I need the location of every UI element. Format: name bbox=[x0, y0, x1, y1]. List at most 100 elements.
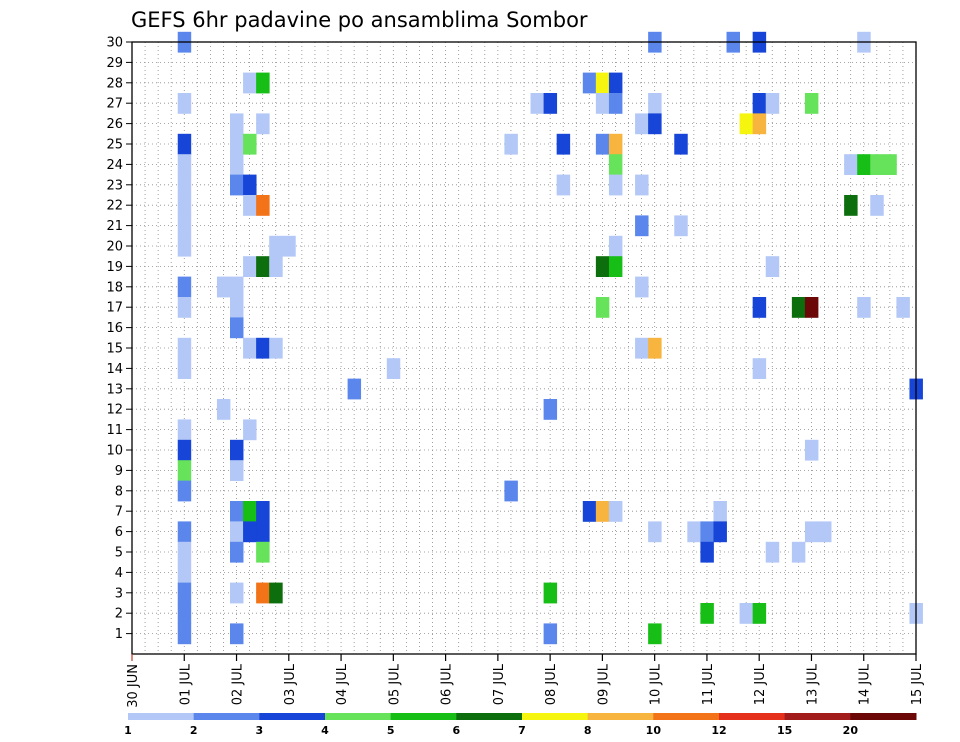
precip-cell bbox=[844, 154, 858, 175]
x-tick-label: 10 JUL bbox=[649, 663, 664, 705]
precip-cell bbox=[648, 93, 662, 114]
colorbar-swatch bbox=[193, 713, 260, 720]
precip-cell bbox=[282, 235, 296, 257]
precip-cell bbox=[256, 501, 270, 522]
x-tick-label: 14 JUL bbox=[858, 663, 873, 705]
colorbar-label: 12 bbox=[711, 724, 726, 737]
precip-cell bbox=[256, 337, 270, 359]
x-tick-label: 07 JUL bbox=[492, 663, 507, 705]
y-tick-label: 29 bbox=[106, 56, 123, 71]
precip-cell bbox=[543, 582, 558, 604]
colorbar-label: 7 bbox=[518, 724, 526, 737]
precip-cell bbox=[269, 582, 283, 604]
precip-cell bbox=[177, 154, 192, 175]
colorbar-swatch bbox=[719, 713, 786, 720]
precip-cell bbox=[844, 195, 858, 216]
precip-cell bbox=[635, 337, 649, 359]
precip-cell bbox=[674, 215, 688, 237]
colorbar-swatch bbox=[456, 713, 523, 720]
precip-cell bbox=[243, 72, 257, 94]
y-tick-label: 27 bbox=[106, 97, 123, 112]
precip-cell bbox=[752, 603, 767, 624]
precip-cell bbox=[804, 521, 819, 543]
precip-cell bbox=[243, 195, 257, 216]
precip-cell bbox=[635, 276, 649, 298]
y-tick-label: 24 bbox=[106, 158, 123, 173]
precip-cell bbox=[635, 113, 649, 135]
precip-cell bbox=[713, 501, 727, 522]
y-tick-label: 11 bbox=[106, 423, 123, 438]
precip-cell bbox=[256, 195, 270, 216]
y-tick-label: 4 bbox=[115, 566, 123, 581]
precip-cell bbox=[177, 603, 192, 624]
colorbar-label: 6 bbox=[453, 724, 461, 737]
colorbar-label: 8 bbox=[584, 724, 592, 737]
precip-cell bbox=[177, 276, 192, 298]
y-tick-label: 7 bbox=[115, 505, 123, 520]
colorbar-swatch bbox=[850, 713, 917, 720]
y-tick-label: 17 bbox=[106, 301, 123, 316]
precip-cell bbox=[230, 541, 244, 563]
y-tick-label: 19 bbox=[106, 260, 123, 275]
precip-cell bbox=[177, 623, 192, 645]
precip-cell bbox=[818, 521, 832, 543]
x-tick-label: 03 JUL bbox=[283, 663, 298, 705]
precip-cell bbox=[177, 480, 192, 502]
precip-cell bbox=[896, 297, 910, 318]
y-tick-label: 21 bbox=[106, 219, 123, 234]
precip-cell bbox=[556, 133, 571, 155]
precip-cell bbox=[752, 297, 767, 318]
precip-cell bbox=[791, 541, 806, 563]
precip-cell bbox=[608, 235, 623, 257]
precip-cell bbox=[883, 154, 897, 175]
y-tick-label: 2 bbox=[115, 607, 123, 622]
y-tick-label: 28 bbox=[106, 76, 123, 91]
precip-cell bbox=[635, 215, 649, 237]
y-tick-label: 9 bbox=[115, 464, 123, 479]
y-tick-label: 14 bbox=[106, 362, 123, 377]
precip-cell bbox=[269, 235, 283, 257]
precip-cell bbox=[243, 521, 257, 543]
y-tick-label: 18 bbox=[106, 280, 123, 295]
precip-cell bbox=[269, 256, 283, 277]
precip-cell bbox=[595, 501, 610, 522]
precip-cell bbox=[243, 419, 257, 441]
colorbar-label: 15 bbox=[777, 724, 792, 737]
precip-cell bbox=[582, 72, 597, 94]
y-tick-label: 3 bbox=[115, 586, 123, 601]
precip-cell bbox=[608, 72, 623, 94]
precip-cell bbox=[804, 439, 819, 461]
precip-cell bbox=[700, 521, 714, 543]
precip-cell bbox=[765, 541, 780, 563]
y-tick-label: 22 bbox=[106, 199, 123, 214]
x-tick-label: 02 JUL bbox=[231, 663, 246, 705]
precip-cell bbox=[177, 582, 192, 604]
precip-cell bbox=[256, 521, 270, 543]
precip-cell bbox=[595, 93, 610, 114]
precip-cell bbox=[870, 154, 884, 175]
colorbar-swatch bbox=[390, 713, 457, 720]
colorbar-label: 10 bbox=[646, 724, 662, 737]
precip-cell bbox=[648, 623, 662, 645]
precip-cell bbox=[243, 133, 257, 155]
precip-cell bbox=[791, 297, 806, 318]
precip-cell bbox=[608, 256, 623, 277]
precip-cell bbox=[230, 133, 244, 155]
precip-cell bbox=[177, 93, 192, 114]
colorbar-label: 2 bbox=[190, 724, 198, 737]
colorbar-swatch bbox=[653, 713, 720, 720]
y-tick-label: 15 bbox=[106, 342, 123, 357]
precip-cell bbox=[739, 603, 754, 624]
x-tick-label: 01 JUL bbox=[178, 663, 193, 705]
colorbar-legend: 1 2 3 4 5 6 7 8 10 12 15 20 bbox=[124, 713, 917, 737]
precip-cell bbox=[608, 93, 623, 114]
precip-cell bbox=[230, 582, 244, 604]
colorbar-swatch bbox=[325, 713, 392, 720]
precip-cell bbox=[177, 358, 192, 379]
precip-cell bbox=[230, 174, 244, 196]
precip-cell bbox=[256, 541, 270, 563]
precip-cell bbox=[177, 195, 192, 216]
precip-cell bbox=[177, 439, 192, 461]
precip-cell bbox=[177, 133, 192, 155]
x-tick-label: 13 JUL bbox=[805, 663, 820, 705]
